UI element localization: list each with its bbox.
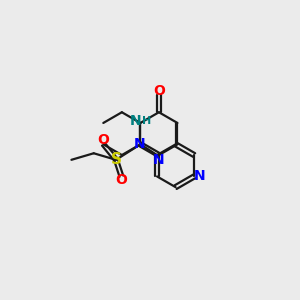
Text: O: O — [116, 173, 127, 187]
Text: N: N — [194, 169, 205, 184]
Text: N: N — [134, 137, 145, 152]
Text: N: N — [130, 115, 142, 128]
Text: N: N — [153, 153, 165, 167]
Text: O: O — [153, 84, 165, 98]
Text: S: S — [110, 152, 122, 167]
Text: O: O — [98, 134, 110, 148]
Text: H: H — [142, 116, 152, 127]
